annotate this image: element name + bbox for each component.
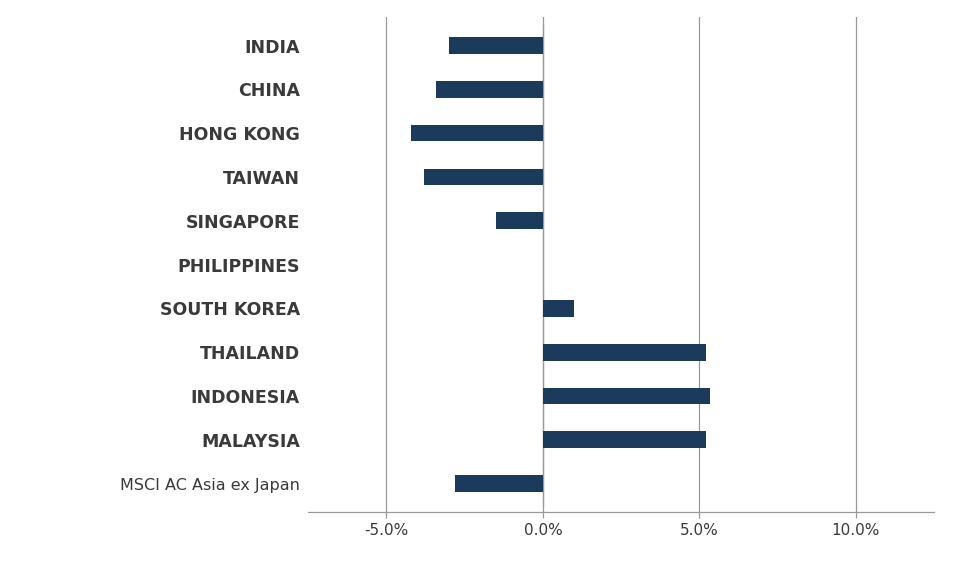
- Bar: [496, 212, 543, 229]
- Bar: [543, 387, 711, 405]
- Bar: [543, 431, 706, 448]
- Bar: [543, 300, 574, 317]
- Bar: [424, 168, 543, 185]
- Bar: [411, 125, 543, 142]
- Bar: [436, 81, 543, 98]
- Bar: [455, 475, 543, 492]
- Bar: [543, 344, 706, 361]
- Bar: [449, 37, 543, 54]
